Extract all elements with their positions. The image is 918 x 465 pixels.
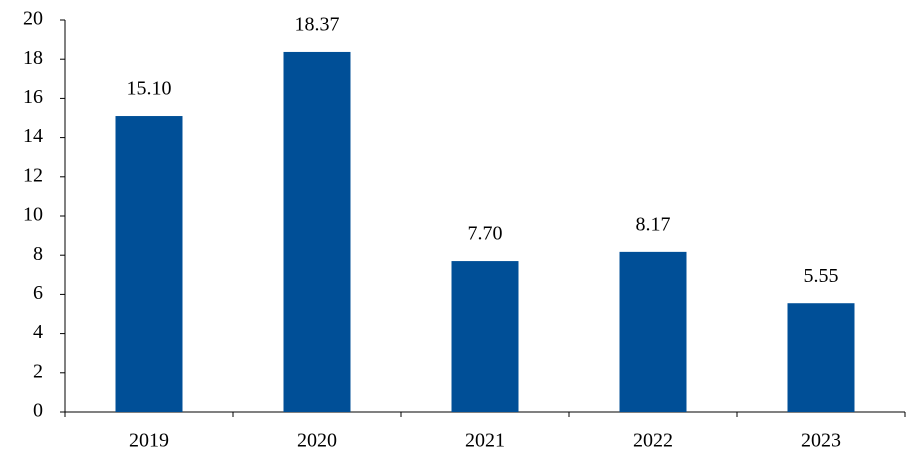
value-label: 7.70 <box>468 223 503 245</box>
y-tick-label: 18 <box>23 47 43 69</box>
bar <box>787 303 855 412</box>
y-tick-label: 8 <box>33 243 43 265</box>
y-tick-label: 20 <box>23 8 43 30</box>
x-tick-label: 2019 <box>129 430 169 452</box>
y-tick-label: 4 <box>33 321 43 343</box>
value-label: 8.17 <box>636 213 671 235</box>
value-label: 5.55 <box>804 265 839 287</box>
x-tick-label: 2022 <box>633 430 673 452</box>
y-tick-label: 14 <box>23 125 43 147</box>
bar <box>283 51 351 412</box>
y-tick-label: 6 <box>33 282 43 304</box>
value-label: 15.10 <box>127 78 172 100</box>
x-tick-label: 2021 <box>465 430 505 452</box>
y-tick-label: 10 <box>23 204 43 226</box>
bar <box>115 116 183 412</box>
value-label: 18.37 <box>295 14 340 36</box>
y-tick-label: 2 <box>33 360 43 382</box>
x-tick-label: 2020 <box>297 430 337 452</box>
y-tick-label: 12 <box>23 164 43 186</box>
y-tick-label: 16 <box>23 86 43 108</box>
bar <box>451 261 519 412</box>
x-tick-label: 2023 <box>801 430 841 452</box>
bar <box>619 251 687 412</box>
y-tick-label: 0 <box>33 400 43 422</box>
